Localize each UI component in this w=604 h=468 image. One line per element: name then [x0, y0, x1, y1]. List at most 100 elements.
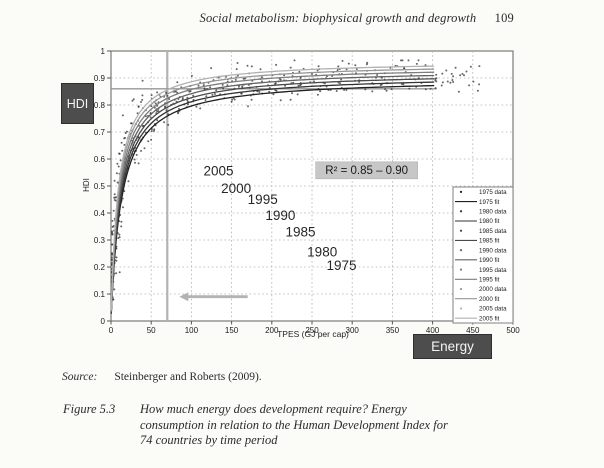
scatter-point [115, 172, 118, 175]
scatter-point [141, 79, 144, 82]
y-tick-label: 0.7 [94, 128, 106, 137]
scatter-point [113, 193, 116, 196]
scatter-point [111, 259, 113, 262]
hdi-callout-box: HDI [61, 83, 94, 124]
x-tick-label: 300 [346, 326, 360, 335]
legend-label: 2005 data [479, 306, 507, 313]
scatter-point [215, 89, 218, 92]
scatter-point [120, 220, 123, 223]
scatter-point [136, 112, 139, 115]
scatter-point [250, 98, 253, 101]
scatter-point [141, 94, 144, 97]
scatter-point [274, 82, 277, 85]
scatter-point [313, 80, 315, 83]
scatter-point [124, 132, 127, 134]
scatter-point [472, 80, 475, 83]
scatter-point [111, 252, 114, 255]
scatter-point [283, 74, 286, 77]
scatter-point [452, 75, 455, 78]
scatter-point [181, 97, 184, 100]
scatter-point [233, 98, 236, 101]
scatter-point [211, 93, 214, 96]
scatter-point [187, 103, 189, 106]
scatter-point [401, 59, 404, 62]
scatter-point [203, 87, 206, 90]
legend-dot-marker [459, 190, 463, 193]
scatter-point [468, 84, 471, 87]
legend-label: 2005 fit [479, 315, 500, 322]
scatter-point [311, 73, 313, 75]
year-label-1990: 1990 [265, 208, 295, 223]
scatter-point [131, 99, 134, 102]
scatter-point [402, 83, 405, 86]
scatter-point [133, 158, 136, 161]
scatter-point [385, 89, 388, 92]
scatter-point [111, 243, 114, 246]
scatter-point [150, 105, 153, 108]
scatter-point [222, 87, 225, 90]
scatter-point [289, 98, 292, 101]
scatter-point [116, 162, 119, 165]
scatter-point [140, 101, 142, 103]
legend-label: 1980 data [479, 208, 507, 215]
scatter-point [156, 119, 159, 122]
scatter-point [165, 109, 168, 112]
page-number: 109 [494, 11, 514, 25]
x-tick-label: 200 [265, 326, 279, 335]
scatter-point [166, 94, 169, 97]
legend-dot-marker [459, 268, 463, 271]
scatter-point [247, 105, 249, 108]
y-tick-label: 1 [101, 47, 106, 56]
x-tick-label: 450 [466, 326, 480, 335]
legend-label: 1975 data [479, 189, 507, 196]
energy-callout-box: Energy [413, 334, 492, 359]
scatter-point [189, 90, 192, 93]
scatter-point [121, 149, 124, 152]
scatter-point [268, 90, 271, 93]
scatter-point [289, 66, 292, 69]
scatter-point [168, 98, 171, 100]
scatter-point [186, 99, 189, 102]
scatter-point [293, 59, 296, 62]
scatter-point [111, 219, 114, 222]
legend-label: 2000 data [479, 286, 507, 293]
scatter-point [476, 89, 479, 92]
scatter-point [240, 92, 243, 95]
scatter-point [149, 116, 152, 119]
source-line: Source: Steinberger and Roberts (2009). [62, 371, 262, 383]
scatter-point [296, 93, 299, 96]
scatter-point [205, 95, 208, 98]
scatter-point [446, 80, 449, 83]
scatter-point [260, 76, 263, 79]
scatter-point [261, 80, 263, 83]
scatter-point [337, 65, 340, 68]
scatter-point [449, 81, 452, 84]
fit-curve-2005 [110, 65, 435, 310]
scatter-point [123, 143, 126, 146]
scatter-point [117, 165, 120, 168]
x-tick-label: 250 [305, 326, 319, 335]
y-tick-label: 0.3 [94, 236, 106, 245]
x-tick-label: 500 [506, 326, 520, 335]
scatter-point [279, 99, 282, 102]
scatter-point [478, 65, 481, 68]
scatter-point [156, 91, 159, 94]
scatter-point [355, 68, 358, 70]
hdi-vs-energy-chart: 0 0.1 0.2 0.3 0.4 0.5 0.6 0.7 0.8 0.9 1 0 50 100 150 20… [94, 47, 520, 335]
scatter-point [429, 87, 432, 90]
legend-dot-marker [459, 229, 463, 232]
scatter-point [275, 89, 278, 92]
scatter-point [424, 88, 427, 91]
scatter-point [441, 72, 444, 75]
scatter-point [118, 271, 121, 274]
scatter-point [150, 130, 153, 133]
scatter-point [192, 94, 195, 97]
x-tick-label: 150 [225, 326, 239, 335]
scatter-point [292, 81, 295, 84]
scatter-point [153, 128, 156, 131]
scatter-point [143, 147, 146, 150]
scatter-point [135, 153, 138, 156]
scatter-point [440, 84, 443, 87]
scatter-point [272, 93, 275, 96]
scatter-point [341, 59, 344, 62]
